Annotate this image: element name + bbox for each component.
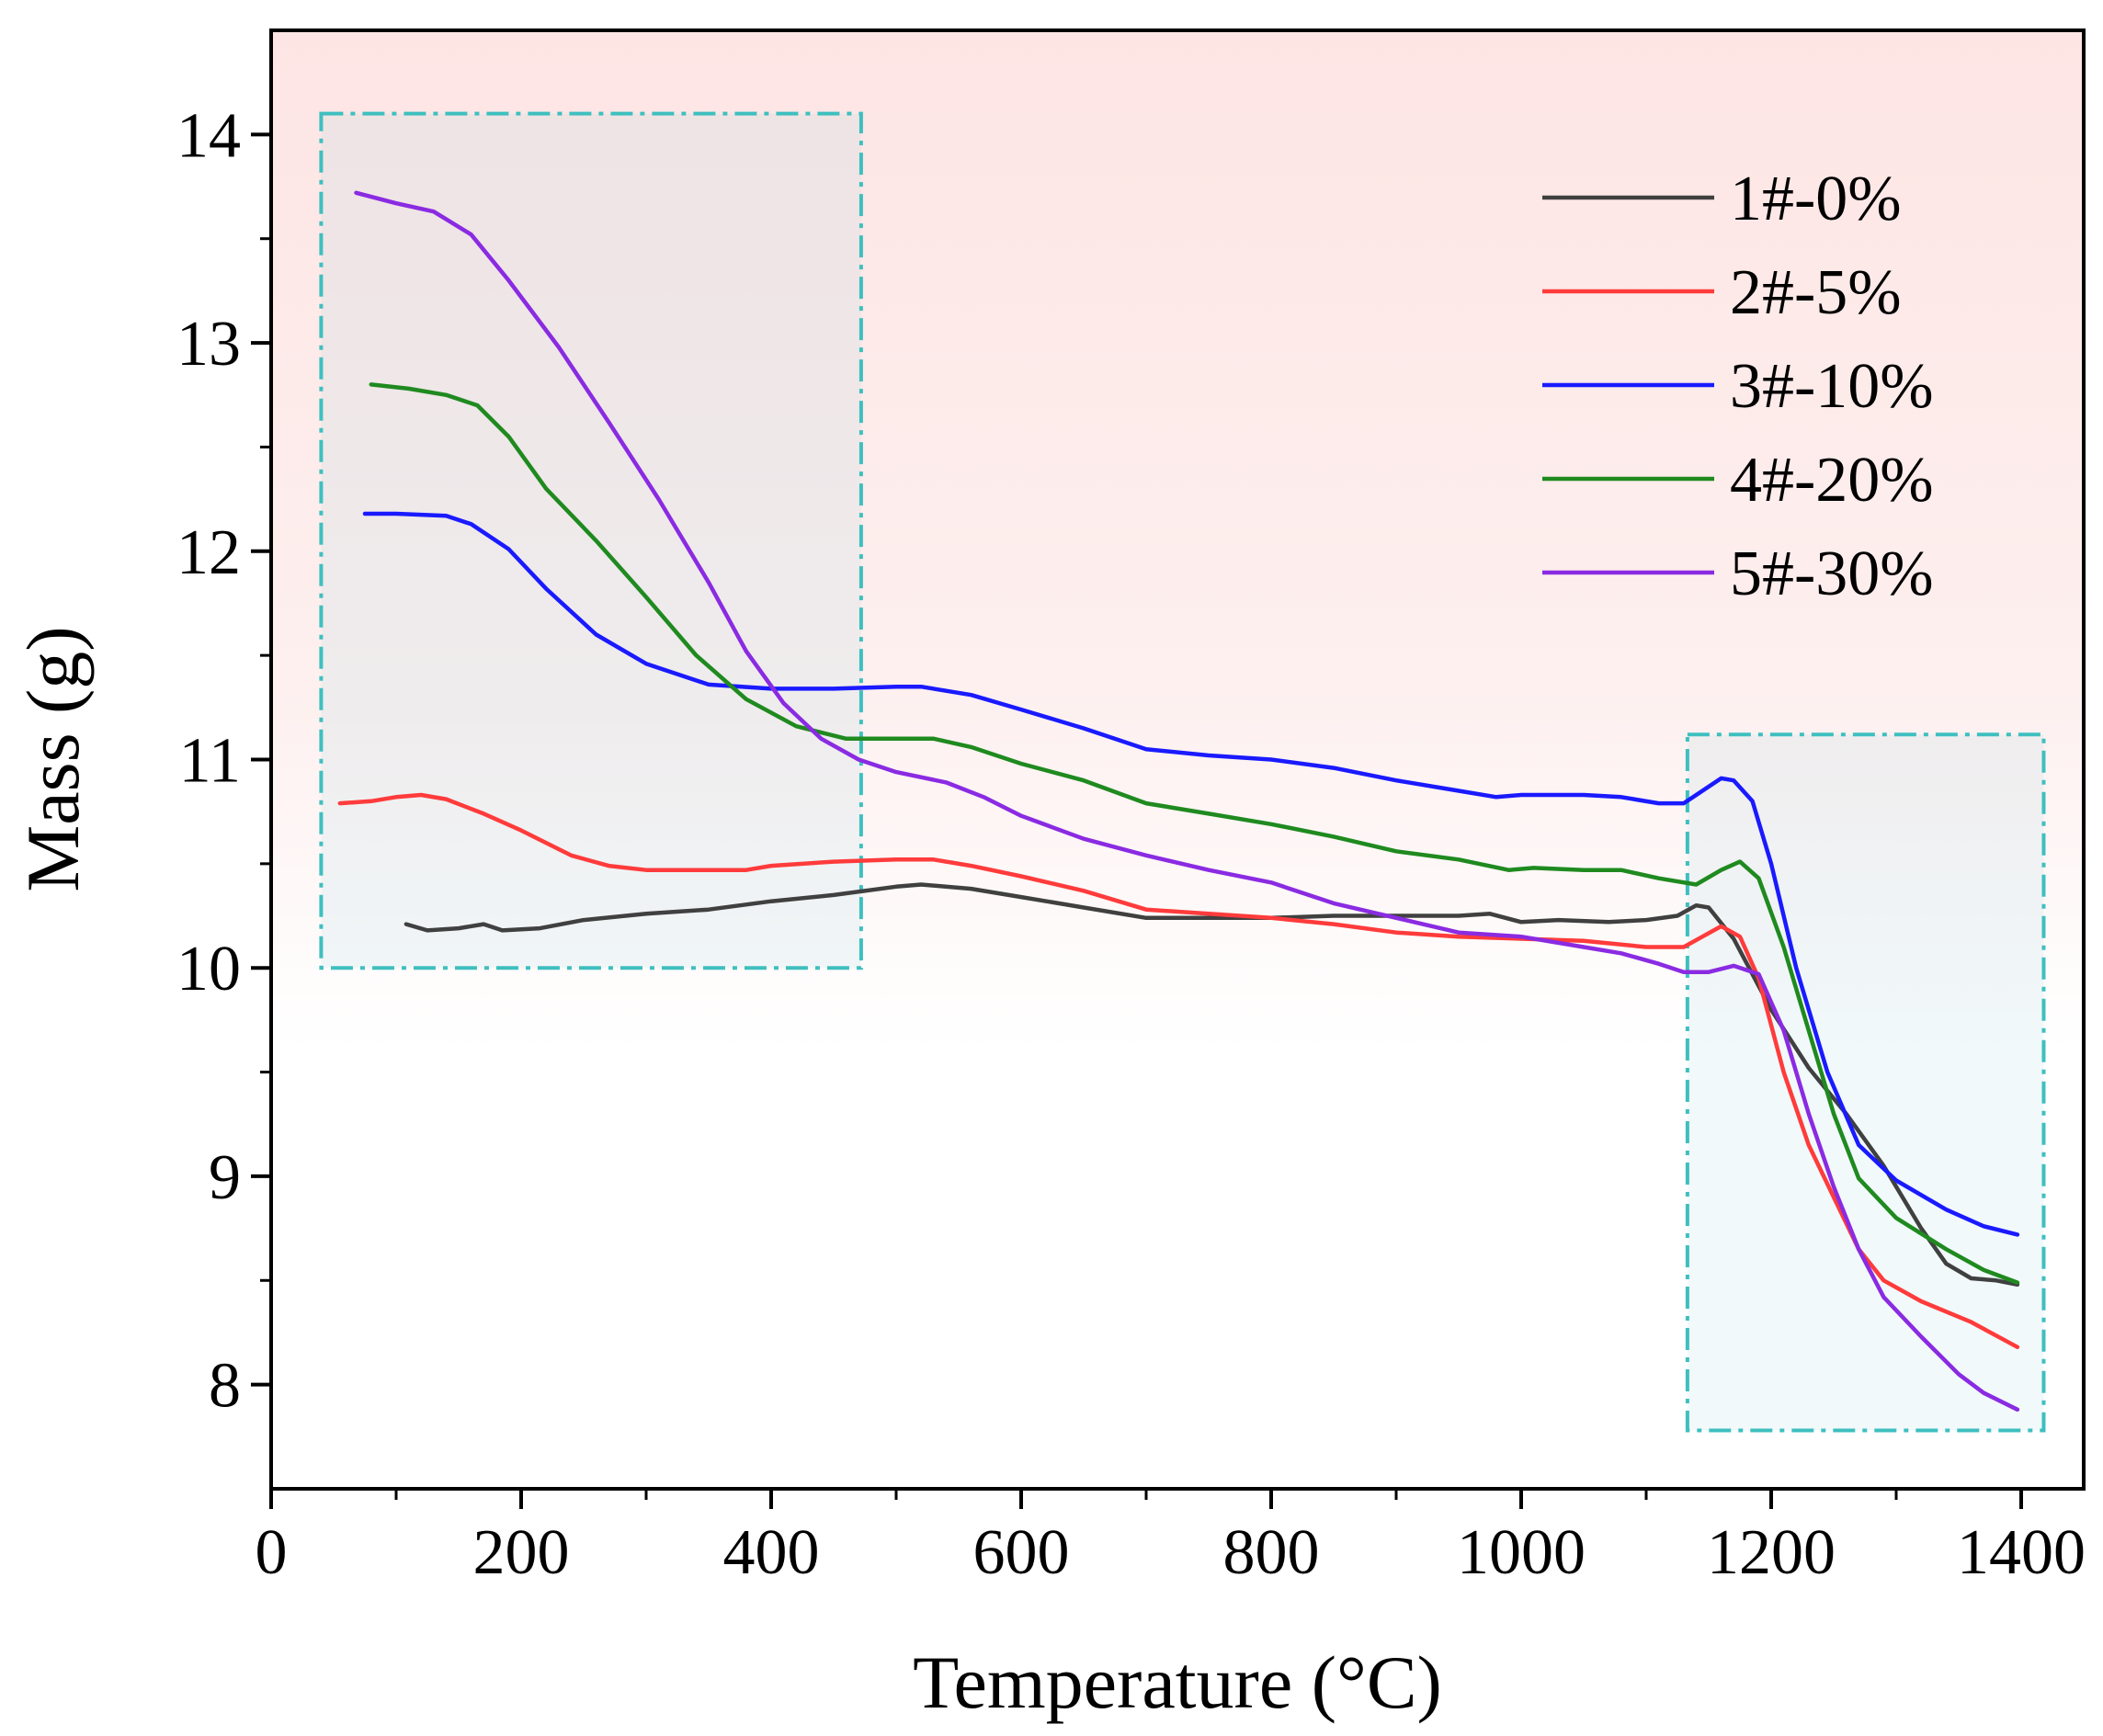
legend-label-3: 3#-10% [1730,351,1934,422]
series-line-4 [369,382,2020,1285]
x-tick-label: 1000 [1457,1517,1586,1588]
series-line-3 [362,511,2020,1237]
highlight-region-1 [319,111,863,970]
plot-area-background [271,30,2084,1489]
y-tick-label: 14 [176,100,241,171]
x-tick-label: 800 [1223,1517,1320,1588]
x-axis-title: Temperature (°C) [913,1640,1442,1724]
legend: 1#-0% 2#-5% 3#-10% 4#-20% 5#-30% [1542,164,1934,609]
y-tick-label: 12 [176,517,241,588]
x-tick-label: 1400 [1957,1517,2086,1588]
x-tick-label: 1200 [1707,1517,1836,1588]
y-tick-label: 8 [209,1351,241,1422]
y-axis-title: Mass (g) [11,626,95,891]
legend-label-2: 2#-5% [1730,257,1902,328]
x-tick-label: 600 [973,1517,1070,1588]
x-tick-label: 0 [256,1517,288,1588]
y-tick-label: 9 [209,1142,241,1213]
x-tick-label: 200 [473,1517,570,1588]
highlight-region-2 [1685,732,2046,1433]
legend-label-1: 1#-0% [1730,164,1902,234]
y-tick-label: 13 [176,309,241,380]
y-tick-label: 10 [176,934,241,1004]
legend-label-5: 5#-30% [1730,539,1934,609]
legend-label-4: 4#-20% [1730,445,1934,516]
series-line-2 [337,792,2020,1350]
x-tick-label: 400 [723,1517,820,1588]
series-line-5 [354,190,2020,1413]
y-tick-label: 11 [179,726,241,797]
